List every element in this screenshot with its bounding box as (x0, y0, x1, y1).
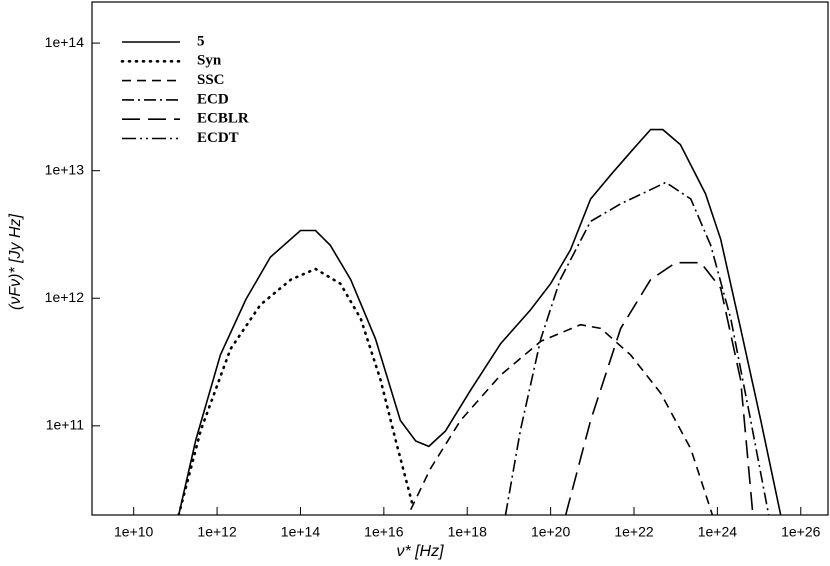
x-tick-label: 1e+14 (281, 524, 321, 540)
x-tick-label: 1e+26 (781, 524, 821, 540)
x-tick-label: 1e+16 (364, 524, 404, 540)
legend-label: Syn (197, 53, 222, 69)
y-tick-label: 1e+13 (45, 161, 85, 177)
x-tick-label: 1e+18 (448, 524, 488, 540)
x-tick-label: 1e+10 (114, 524, 154, 540)
series-line (504, 181, 770, 515)
y-tick-label: 1e+14 (45, 34, 85, 50)
legend-label: ECDT (197, 130, 239, 146)
y-tick-label: 1e+11 (46, 417, 84, 433)
legend-label: ECBLR (197, 111, 249, 127)
legend-label: SSC (197, 72, 225, 88)
legend-label: 5 (197, 33, 205, 49)
x-tick-label: 1e+22 (614, 524, 654, 540)
y-tick-label: 1e+12 (45, 289, 85, 305)
x-tick-label: 1e+24 (698, 524, 738, 540)
series-line (177, 267, 414, 515)
plot-frame (91, 1, 829, 516)
series-line (564, 261, 754, 515)
x-tick-label: 1e+12 (197, 524, 237, 540)
y-axis-label: (νFν)* [Jy Hz] (7, 213, 24, 310)
series-line (177, 128, 782, 515)
legend-label: ECD (197, 91, 229, 107)
series-line (409, 323, 714, 515)
x-tick-label: 1e+20 (531, 524, 571, 540)
x-axis-label: ν* [Hz] (396, 543, 444, 560)
